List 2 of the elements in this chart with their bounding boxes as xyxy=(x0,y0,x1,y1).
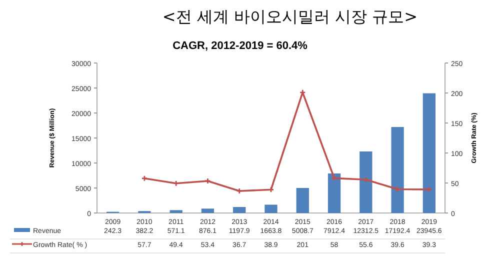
chart-subtitle: CAGR, 2012-2019 = 60.4% xyxy=(172,40,308,52)
chart-title: <전 세계 바이오시밀러 시장 규모> xyxy=(162,7,418,26)
